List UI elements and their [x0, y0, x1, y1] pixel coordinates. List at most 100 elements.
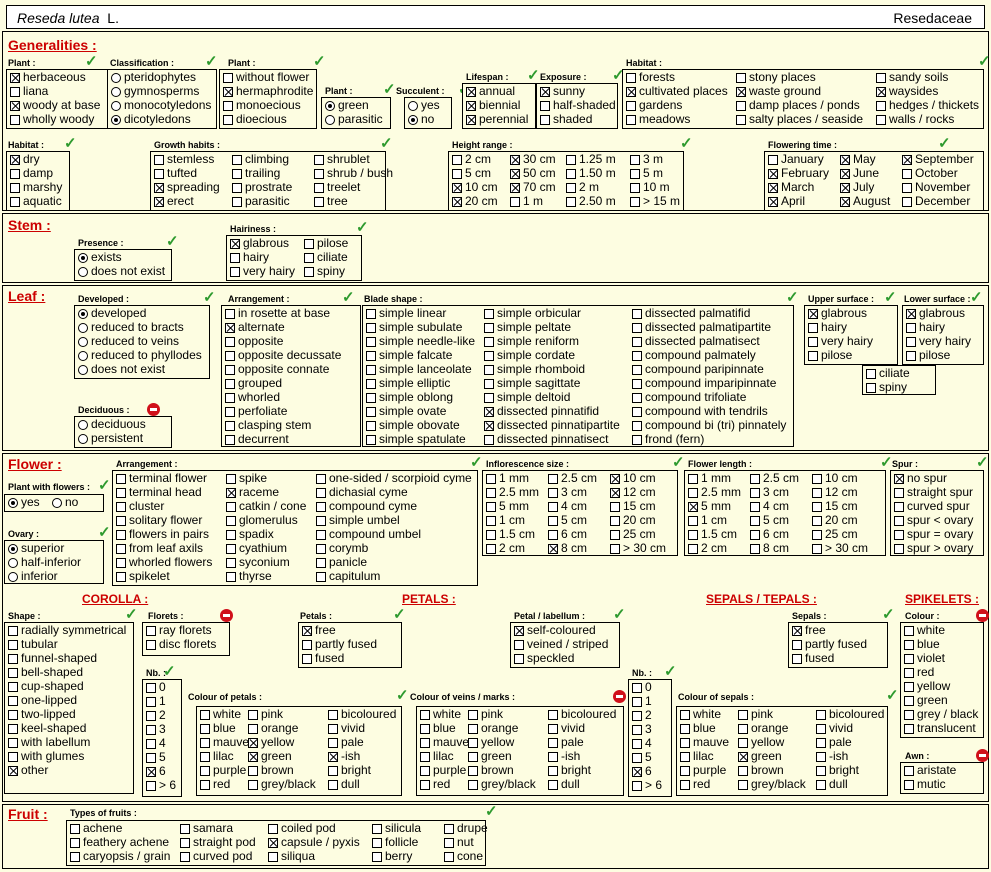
option-capsule-pyxis[interactable]: capsule / pyxis [268, 836, 360, 849]
checkbox-red[interactable] [680, 779, 690, 790]
option-simple-peltate[interactable]: simple peltate [484, 321, 571, 334]
checkbox-free[interactable] [302, 625, 312, 636]
option-catkin-cone[interactable]: catkin / cone [226, 500, 306, 513]
checkbox-raceme[interactable] [226, 487, 236, 498]
option-simple-lanceolate[interactable]: simple lanceolate [366, 363, 472, 376]
checkbox-wholly-woody[interactable] [10, 114, 20, 125]
checkbox-cone[interactable] [444, 851, 454, 862]
option-in-rosette-at-base[interactable]: in rosette at base [225, 307, 330, 320]
checkbox-drupe[interactable] [444, 823, 454, 834]
option-25-cm[interactable]: 25 cm [812, 528, 858, 541]
option-partly-fused[interactable]: partly fused [302, 638, 377, 651]
checkbox-herbaceous[interactable] [10, 72, 20, 83]
radio-gymnosperms[interactable] [111, 86, 121, 97]
checkbox-alternate[interactable] [225, 322, 235, 333]
option-november[interactable]: November [902, 181, 970, 194]
checkbox-red[interactable] [200, 779, 210, 790]
option-corymb[interactable]: corymb [316, 542, 368, 555]
option-dull[interactable]: dull [548, 778, 580, 791]
option-3[interactable]: 3 [146, 723, 166, 736]
checkbox-vivid[interactable] [328, 723, 338, 734]
checkbox-5-m[interactable] [630, 168, 640, 179]
checkbox-opposite-connate[interactable] [225, 364, 235, 375]
checkbox-grey-black[interactable] [738, 779, 748, 790]
checkbox-70-cm[interactable] [510, 182, 520, 193]
checkbox-pale[interactable] [816, 737, 826, 748]
option-bicoloured[interactable]: bicoloured [328, 708, 396, 721]
checkbox-hairy[interactable] [906, 322, 916, 333]
option-simple-needle-like[interactable]: simple needle-like [366, 335, 475, 348]
checkbox-2-5-mm[interactable] [486, 487, 496, 498]
checkbox-tubular[interactable] [8, 639, 18, 650]
checkbox-bright[interactable] [328, 765, 338, 776]
option-dissected-palmatisect[interactable]: dissected palmatisect [632, 335, 760, 348]
checkbox-red[interactable] [904, 667, 914, 678]
checkbox-1-25-m[interactable] [566, 154, 576, 165]
option-siliqua[interactable]: siliqua [268, 850, 315, 863]
checkbox-opposite-decussate[interactable] [225, 350, 235, 361]
option-6[interactable]: > 6 [632, 779, 662, 792]
option-6[interactable]: 6 [632, 765, 652, 778]
option-red[interactable]: red [420, 778, 450, 791]
checkbox-1-mm[interactable] [486, 473, 496, 484]
option-2-cm[interactable]: 2 cm [452, 153, 491, 166]
checkbox-bicoloured[interactable] [548, 709, 558, 720]
option-5-mm[interactable]: 5 mm [486, 500, 529, 513]
checkbox-2[interactable] [146, 710, 156, 721]
option-ray-florets[interactable]: ray florets [146, 624, 212, 637]
option-spur-ovary[interactable]: spur < ovary [894, 514, 973, 527]
option-4[interactable]: 4 [632, 737, 652, 750]
option-glabrous[interactable]: glabrous [808, 307, 867, 320]
checkbox-simple-reniform[interactable] [484, 336, 494, 347]
checkbox-5-cm[interactable] [750, 515, 760, 526]
checkbox-ciliate[interactable] [866, 368, 876, 379]
option-green[interactable]: green [325, 99, 369, 112]
option-mauve[interactable]: mauve [420, 736, 469, 749]
checkbox-grey-black[interactable] [248, 779, 258, 790]
checkbox-brown[interactable] [738, 765, 748, 776]
checkbox-1-cm[interactable] [486, 515, 496, 526]
option-bell-shaped[interactable]: bell-shaped [8, 666, 83, 679]
option-pink[interactable]: pink [248, 708, 283, 721]
checkbox-orange[interactable] [738, 723, 748, 734]
checkbox-pilose[interactable] [304, 238, 314, 249]
option-2-cm[interactable]: 2 cm [688, 542, 727, 555]
checkbox-20-cm[interactable] [812, 515, 822, 526]
option-blue[interactable]: blue [200, 722, 236, 735]
option-self-coloured[interactable]: self-coloured [514, 624, 596, 637]
checkbox-free[interactable] [792, 625, 802, 636]
option-reduced-to-veins[interactable]: reduced to veins [78, 335, 179, 348]
option-simple-rhomboid[interactable]: simple rhomboid [484, 363, 585, 376]
option-mutic[interactable]: mutic [904, 778, 946, 791]
checkbox-achene[interactable] [70, 823, 80, 834]
checkbox-15-cm[interactable] [812, 501, 822, 512]
option-capitulum[interactable]: capitulum [316, 570, 380, 583]
checkbox-vivid[interactable] [548, 723, 558, 734]
checkbox-perennial[interactable] [466, 114, 476, 125]
option-samara[interactable]: samara [180, 822, 233, 835]
option-herbaceous[interactable]: herbaceous [10, 71, 86, 84]
checkbox-mutic[interactable] [904, 779, 914, 790]
option-purple[interactable]: purple [680, 764, 726, 777]
checkbox-20-cm[interactable] [452, 196, 462, 207]
checkbox-2-5-cm[interactable] [750, 473, 760, 484]
checkbox-compound-palmately[interactable] [632, 350, 642, 361]
option-6-cm[interactable]: 6 cm [548, 528, 587, 541]
option-2-50-m[interactable]: 2.50 m [566, 195, 616, 208]
option-simple-subulate[interactable]: simple subulate [366, 321, 462, 334]
option-5-m[interactable]: 5 m [630, 167, 663, 180]
checkbox-thyrse[interactable] [226, 571, 236, 582]
checkbox-compound-cyme[interactable] [316, 501, 326, 512]
checkbox-parasitic[interactable] [232, 196, 242, 207]
option-simple-oblong[interactable]: simple oblong [366, 391, 453, 404]
option-2-m[interactable]: 2 m [566, 181, 599, 194]
checkbox-spur-ovary[interactable] [894, 529, 904, 540]
option-whorled-flowers[interactable]: whorled flowers [116, 556, 212, 569]
checkbox-spikelet[interactable] [116, 571, 126, 582]
checkbox-annual[interactable] [466, 86, 476, 97]
checkbox-simple-lanceolate[interactable] [366, 364, 376, 375]
checkbox-ish[interactable] [548, 751, 558, 762]
checkbox-woody-at-base[interactable] [10, 100, 20, 111]
option-pilose[interactable]: pilose [906, 349, 950, 362]
option-5-cm[interactable]: 5 cm [548, 514, 587, 527]
